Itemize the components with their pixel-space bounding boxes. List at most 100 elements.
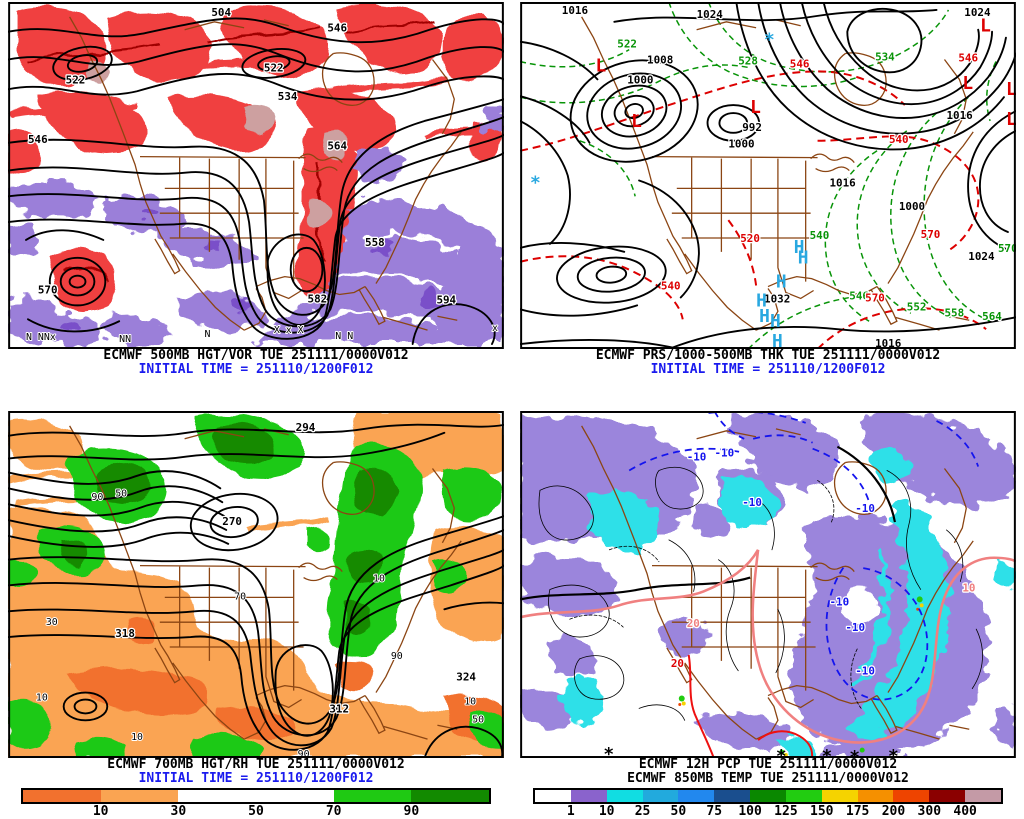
colorbar-segment bbox=[750, 790, 786, 802]
map-label: -10 bbox=[714, 447, 734, 460]
colorbar-tick: 175 bbox=[845, 804, 870, 819]
map-label: 324 bbox=[456, 671, 476, 684]
map-label: H bbox=[770, 311, 781, 332]
map-label: H bbox=[772, 331, 783, 349]
contour-labels: -10 -10 -10 -10 -10 -10 -10 10 20 20 * * * * * bbox=[603, 445, 976, 758]
temp-contours-blue-dashed bbox=[628, 411, 980, 701]
panel-pcp-850temp: -10 -10 -10 -10 -10 -10 -10 10 20 20 * * * * * ECMWF 1… bbox=[512, 409, 1024, 819]
map-label: 546 bbox=[958, 51, 978, 64]
colorbar-tick: 1 bbox=[566, 804, 575, 819]
colorbar-segment bbox=[678, 790, 715, 802]
colorbar-segment bbox=[333, 790, 412, 802]
colorbar-tick: 30 bbox=[170, 804, 187, 819]
map-label: 312 bbox=[329, 702, 349, 715]
map-label: 564 bbox=[327, 140, 347, 153]
map-label: 10 bbox=[36, 692, 48, 703]
map-label: 558 bbox=[944, 306, 964, 319]
colorbar-segment bbox=[821, 790, 858, 802]
map-label: 20 bbox=[687, 617, 700, 630]
map-label: 10 bbox=[373, 574, 385, 585]
map-label: 504 bbox=[211, 6, 231, 19]
map-label: H bbox=[798, 248, 809, 269]
map-label: 20 bbox=[671, 657, 684, 670]
colorbar-segment bbox=[893, 790, 930, 802]
panel-700mb-hgt-rh: 294 270 318 312 324 50 90 10 70 30 90 10 10 50 10 90 EC… bbox=[0, 409, 512, 819]
colorbar-segment bbox=[256, 790, 334, 802]
map-label: * bbox=[849, 747, 860, 758]
map-label: 1024 bbox=[964, 6, 991, 19]
map-label: 594 bbox=[436, 293, 456, 306]
map-label: 552 bbox=[907, 300, 927, 313]
pcp-colorbar bbox=[533, 788, 1003, 804]
panel-500mb-hgt-vor: 504 546 522 522 534 546 564 558 570 582 594 N NNx NN… bbox=[0, 0, 512, 409]
map-label: 1024 bbox=[968, 250, 995, 263]
map-label: 992 bbox=[742, 121, 762, 134]
colorbar-segment bbox=[965, 790, 1001, 802]
map-label: 50 bbox=[472, 714, 484, 725]
temp-contours-thin bbox=[520, 445, 983, 721]
map-label: 522 bbox=[617, 38, 637, 51]
map-label: 30 bbox=[46, 617, 58, 628]
map-label: 50 bbox=[115, 488, 127, 499]
contour-labels: 1016 1024 1024 1008 1000 992 1000 1016 1000 1016 1… bbox=[530, 3, 1016, 349]
map-label: 522 bbox=[66, 73, 86, 86]
caption-thickness: ECMWF PRS/1000-500MB THK TUE 251111/0000… bbox=[595, 348, 941, 363]
caption-850temp: ECMWF 850MB TEMP TUE 251111/0000V012 bbox=[627, 771, 909, 786]
map-label: 540 bbox=[810, 229, 830, 242]
map-label: * bbox=[530, 172, 541, 193]
map-700mb-hgt-rh: 294 270 318 312 324 50 90 10 70 30 90 10 10 50 10 90 bbox=[8, 411, 504, 758]
colorbar-segment bbox=[929, 790, 966, 802]
colorbar-segment bbox=[178, 790, 257, 802]
initial-time-700mb: INITIAL TIME = 251110/1200F012 bbox=[138, 771, 374, 786]
colorbar-segment bbox=[411, 790, 490, 802]
map-label: 1024 bbox=[697, 8, 724, 21]
colorbar-tick: 400 bbox=[953, 804, 977, 819]
pcp-colorbar-ticks: 1 10 25 50 75 100 125 150 175 200 300 400 bbox=[535, 804, 1001, 819]
map-label: X x X bbox=[274, 325, 304, 336]
map-label: 318 bbox=[115, 627, 135, 640]
map-label: * bbox=[776, 746, 787, 758]
height-contours bbox=[8, 423, 504, 758]
map-label: 570 bbox=[38, 283, 58, 296]
map-label: 522 bbox=[264, 61, 284, 74]
colorbar-tick: 50 bbox=[248, 804, 264, 819]
map-label: 1016 bbox=[562, 4, 588, 17]
map-label: 546 bbox=[790, 57, 810, 70]
map-label: * bbox=[888, 746, 899, 758]
map-label: N NNx bbox=[26, 332, 56, 343]
map-label: 570 bbox=[921, 228, 941, 241]
colorbar-tick: 50 bbox=[670, 804, 687, 819]
rh-colorbar bbox=[21, 788, 491, 804]
map-label: 540 bbox=[889, 133, 909, 146]
map-label: 10 bbox=[962, 581, 975, 594]
height-contours bbox=[8, 17, 504, 345]
map-label: H bbox=[759, 306, 770, 327]
map-label: -10 bbox=[742, 496, 762, 509]
map-label: * bbox=[822, 746, 833, 758]
map-label: N N bbox=[335, 331, 353, 342]
map-label: -10 bbox=[855, 665, 875, 678]
colorbar-segment bbox=[100, 790, 179, 802]
map-label: 528 bbox=[738, 54, 758, 67]
precip-heavy-specks bbox=[678, 596, 924, 758]
thickness-contours-red bbox=[520, 70, 987, 349]
initial-time-500mb: INITIAL TIME = 251110/1200F012 bbox=[138, 362, 374, 377]
pressure-contours bbox=[520, 2, 1016, 349]
colorbar-tick: 25 bbox=[634, 804, 651, 819]
colorbar-segment bbox=[785, 790, 822, 802]
map-label: 570 bbox=[998, 242, 1016, 255]
map-label: 546 bbox=[28, 133, 48, 146]
caption-pcp: ECMWF 12H PCP TUE 251111/0000V012 bbox=[638, 757, 898, 772]
map-label: H bbox=[776, 272, 787, 293]
colorbar-tick: 75 bbox=[706, 804, 723, 819]
colorbar-tick: 125 bbox=[774, 804, 798, 819]
map-label: 564 bbox=[982, 310, 1002, 323]
map-label: 558 bbox=[365, 236, 385, 249]
colorbar-segment bbox=[606, 790, 643, 802]
colorbar-segment bbox=[23, 790, 101, 802]
colorbar-tick: 10 bbox=[92, 804, 109, 819]
colorbar-segment bbox=[857, 790, 894, 802]
map-label: L bbox=[962, 73, 973, 94]
